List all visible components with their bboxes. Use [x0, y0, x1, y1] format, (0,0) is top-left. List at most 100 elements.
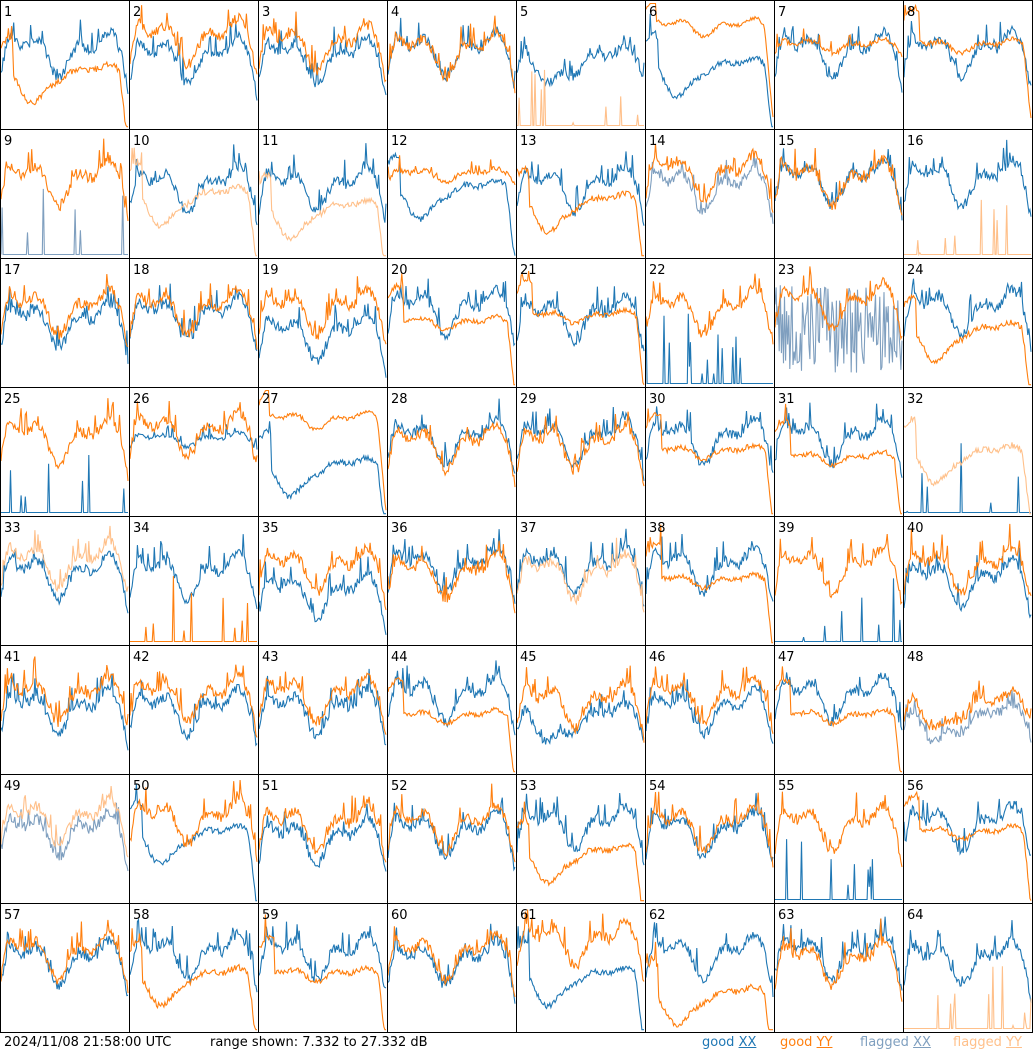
panel-label: 6: [649, 5, 657, 20]
panel-4-yy-series: [387, 15, 516, 94]
panel-1: 1: [0, 0, 130, 130]
panel-label: 56: [907, 779, 924, 794]
panel-label: 55: [778, 779, 795, 794]
panel-label: 18: [133, 263, 150, 278]
panel-27: 27: [258, 387, 388, 517]
panel-57-yy-series: [0, 919, 129, 994]
panel-3-yy-series: [258, 11, 387, 83]
panel-48-yy-series: [903, 680, 1032, 732]
panel-10: 10: [129, 129, 259, 259]
panel-12-xx-series: [387, 151, 516, 256]
panel-28-xx-series: [387, 398, 516, 474]
panel-label: 29: [520, 392, 537, 407]
panel-label: 17: [4, 263, 21, 278]
panel-34-xx-series: [129, 534, 258, 610]
panel-7: 7: [774, 0, 904, 130]
panel-52: 52: [387, 774, 517, 904]
panel-48-xx-series: [903, 689, 1032, 745]
legend-good-yy: good YY: [780, 1035, 833, 1050]
panel-26: 26: [129, 387, 259, 517]
panel-border: [903, 0, 1033, 130]
panel-32: 32: [903, 387, 1033, 517]
panel-20-xx-series: [387, 278, 516, 347]
panel-43-yy-series: [258, 671, 387, 735]
panel-41-xx-series: [0, 673, 129, 751]
panel-border: [0, 129, 130, 259]
panel-35-xx-series: [258, 556, 387, 636]
panel-2-yy-series: [129, 5, 258, 75]
panel-56-xx-series: [903, 798, 1032, 856]
panel-label: 58: [133, 908, 150, 923]
panel-label: 11: [262, 134, 279, 149]
panel-59: 59: [258, 903, 388, 1033]
panel-61-yy-series: [516, 909, 645, 982]
panel-63-yy-series: [774, 918, 903, 1002]
panel-label: 62: [649, 908, 666, 923]
panel-19-xx-series: [258, 303, 387, 378]
panel-27-yy-series: [258, 389, 387, 511]
panel-28: 28: [387, 387, 517, 517]
panel-64-yy-series: [904, 966, 1032, 1030]
panel-61: 61: [516, 903, 646, 1033]
panel-23-xx-series: [774, 285, 903, 373]
panel-22-xx-series: [645, 313, 773, 385]
panel-label: 53: [520, 779, 537, 794]
panel-20-yy-series: [387, 273, 515, 386]
panel-label: 35: [262, 521, 279, 536]
panel-58: 58: [129, 903, 259, 1033]
panel-16-yy-series: [904, 199, 1031, 257]
panel-41: 41: [0, 645, 130, 775]
panel-16: 16: [903, 129, 1033, 259]
panel-59-xx-series: [258, 921, 387, 989]
panel-54-yy-series: [645, 791, 774, 868]
panel-label: 60: [391, 908, 408, 923]
panel-55-xx-series: [775, 839, 902, 901]
panel-37-xx-series: [516, 528, 645, 607]
panel-label: 34: [133, 521, 150, 536]
panel-52-yy-series: [387, 783, 516, 863]
panel-label: 52: [391, 779, 408, 794]
panel-10-yy-series: [129, 147, 257, 257]
panel-43: 43: [258, 645, 388, 775]
panel-12-yy-series: [387, 155, 516, 186]
panel-label: 42: [133, 650, 150, 665]
panel-13-xx-series: [516, 151, 645, 226]
panel-39: 39: [774, 516, 904, 646]
panel-label: 14: [649, 134, 666, 149]
panel-41-yy-series: [0, 656, 129, 727]
panel-2-xx-series: [129, 21, 258, 101]
panel-36-xx-series: [387, 529, 516, 604]
panel-border: [645, 0, 775, 130]
panel-label: 33: [4, 521, 21, 536]
panel-8-yy-series: [903, 3, 1032, 118]
panel-62-xx-series: [645, 922, 774, 998]
panel-50: 50: [129, 774, 259, 904]
footer: 2024/11/08 21:58:00 UTC range shown: 7.3…: [0, 1033, 1033, 1053]
panel-46-xx-series: [645, 679, 774, 744]
panel-47-yy-series: [774, 666, 902, 773]
panel-47-xx-series: [774, 672, 903, 731]
panel-25: 25: [0, 387, 130, 517]
panel-label: 59: [262, 908, 279, 923]
panel-19-yy-series: [258, 276, 387, 345]
panel-62: 62: [645, 903, 775, 1033]
panel-label: 40: [907, 521, 924, 536]
panel-label: 21: [520, 263, 537, 278]
panel-22: 22: [645, 258, 775, 388]
panel-14: 14: [645, 129, 775, 259]
panel-55: 55: [774, 774, 904, 904]
panel-label: 1: [4, 5, 12, 20]
panel-border: [129, 0, 259, 130]
panel-2: 2: [129, 0, 259, 130]
panel-23-yy-series: [774, 266, 903, 341]
panel-11-xx-series: [258, 143, 387, 223]
panel-16-xx-series: [903, 139, 1032, 217]
panel-30-xx-series: [645, 406, 774, 473]
panel-63: 63: [774, 903, 904, 1033]
panel-15: 15: [774, 129, 904, 259]
panel-38-yy-series: [645, 524, 773, 644]
panel-11: 11: [258, 129, 388, 259]
panel-39-yy-series: [774, 534, 903, 606]
panel-5-yy-series: [517, 69, 644, 127]
